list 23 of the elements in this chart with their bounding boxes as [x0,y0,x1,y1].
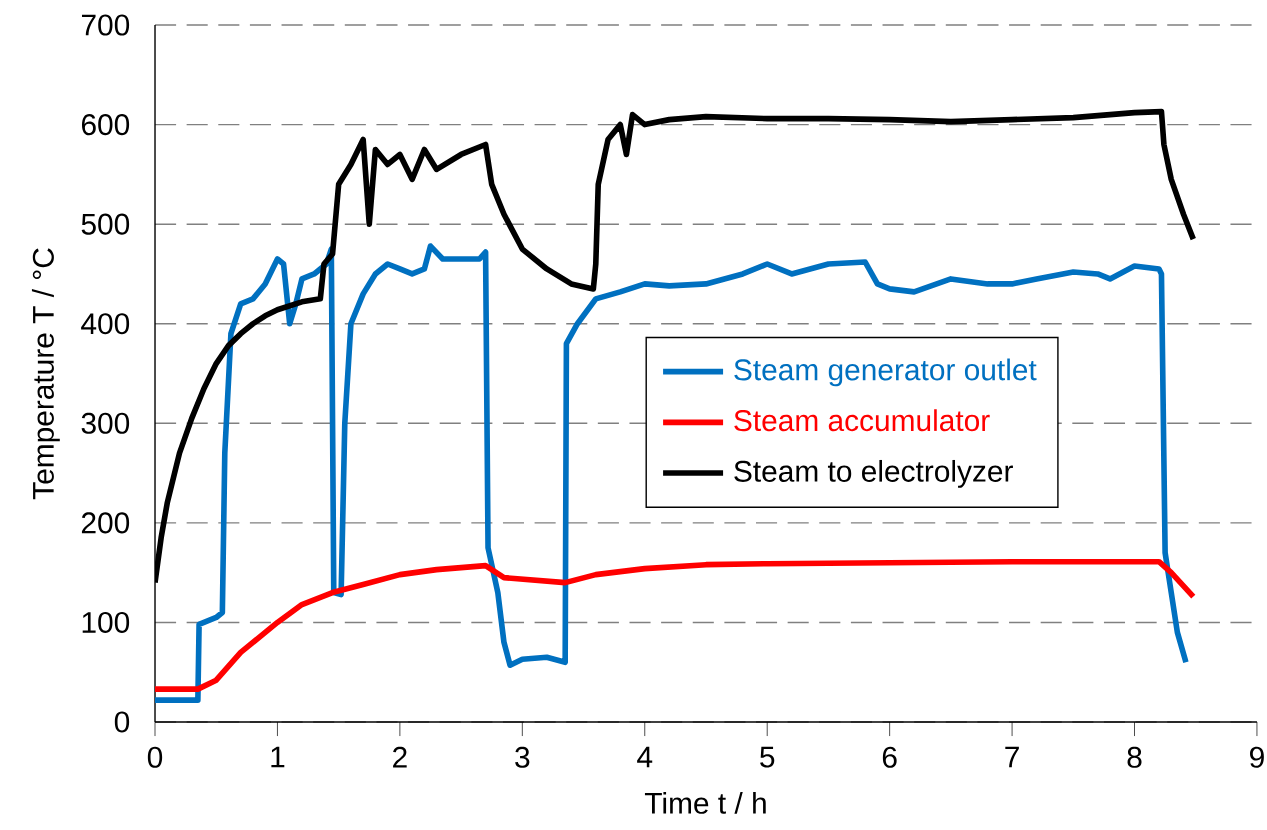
y-tick-label: 700 [81,14,130,36]
x-tick-label: 7 [1005,746,1019,768]
legend-label: Steam generator outlet [734,358,1037,387]
y-tick-label: 100 [82,611,130,633]
x-tick-label: 4 [637,746,653,768]
y-tick-label: 500 [81,213,130,235]
x-tick-label: 0 [147,746,163,768]
x-tick-label: 1 [271,746,285,768]
y-tick-label: 0 [114,711,130,733]
y-tick-label: 600 [81,114,130,136]
x-tick-label: 5 [760,746,775,768]
x-tick-label: 2 [393,746,407,768]
x-tick-label: 6 [882,746,897,768]
legend-label: Steam to electrolyzer [734,459,1013,488]
x-tick-label: 9 [1250,746,1264,768]
y-tick-label: 300 [81,412,130,434]
x-tick-label: 3 [515,746,530,768]
y-tick-label: 200 [81,512,130,534]
x-tick-label: 8 [1127,746,1142,768]
legend-label: Steam accumulator [734,409,990,432]
y-axis-title: Temperature T / °C [31,248,60,500]
y-tick-label: 400 [81,313,130,335]
x-axis-title: Time t / h [644,791,766,814]
